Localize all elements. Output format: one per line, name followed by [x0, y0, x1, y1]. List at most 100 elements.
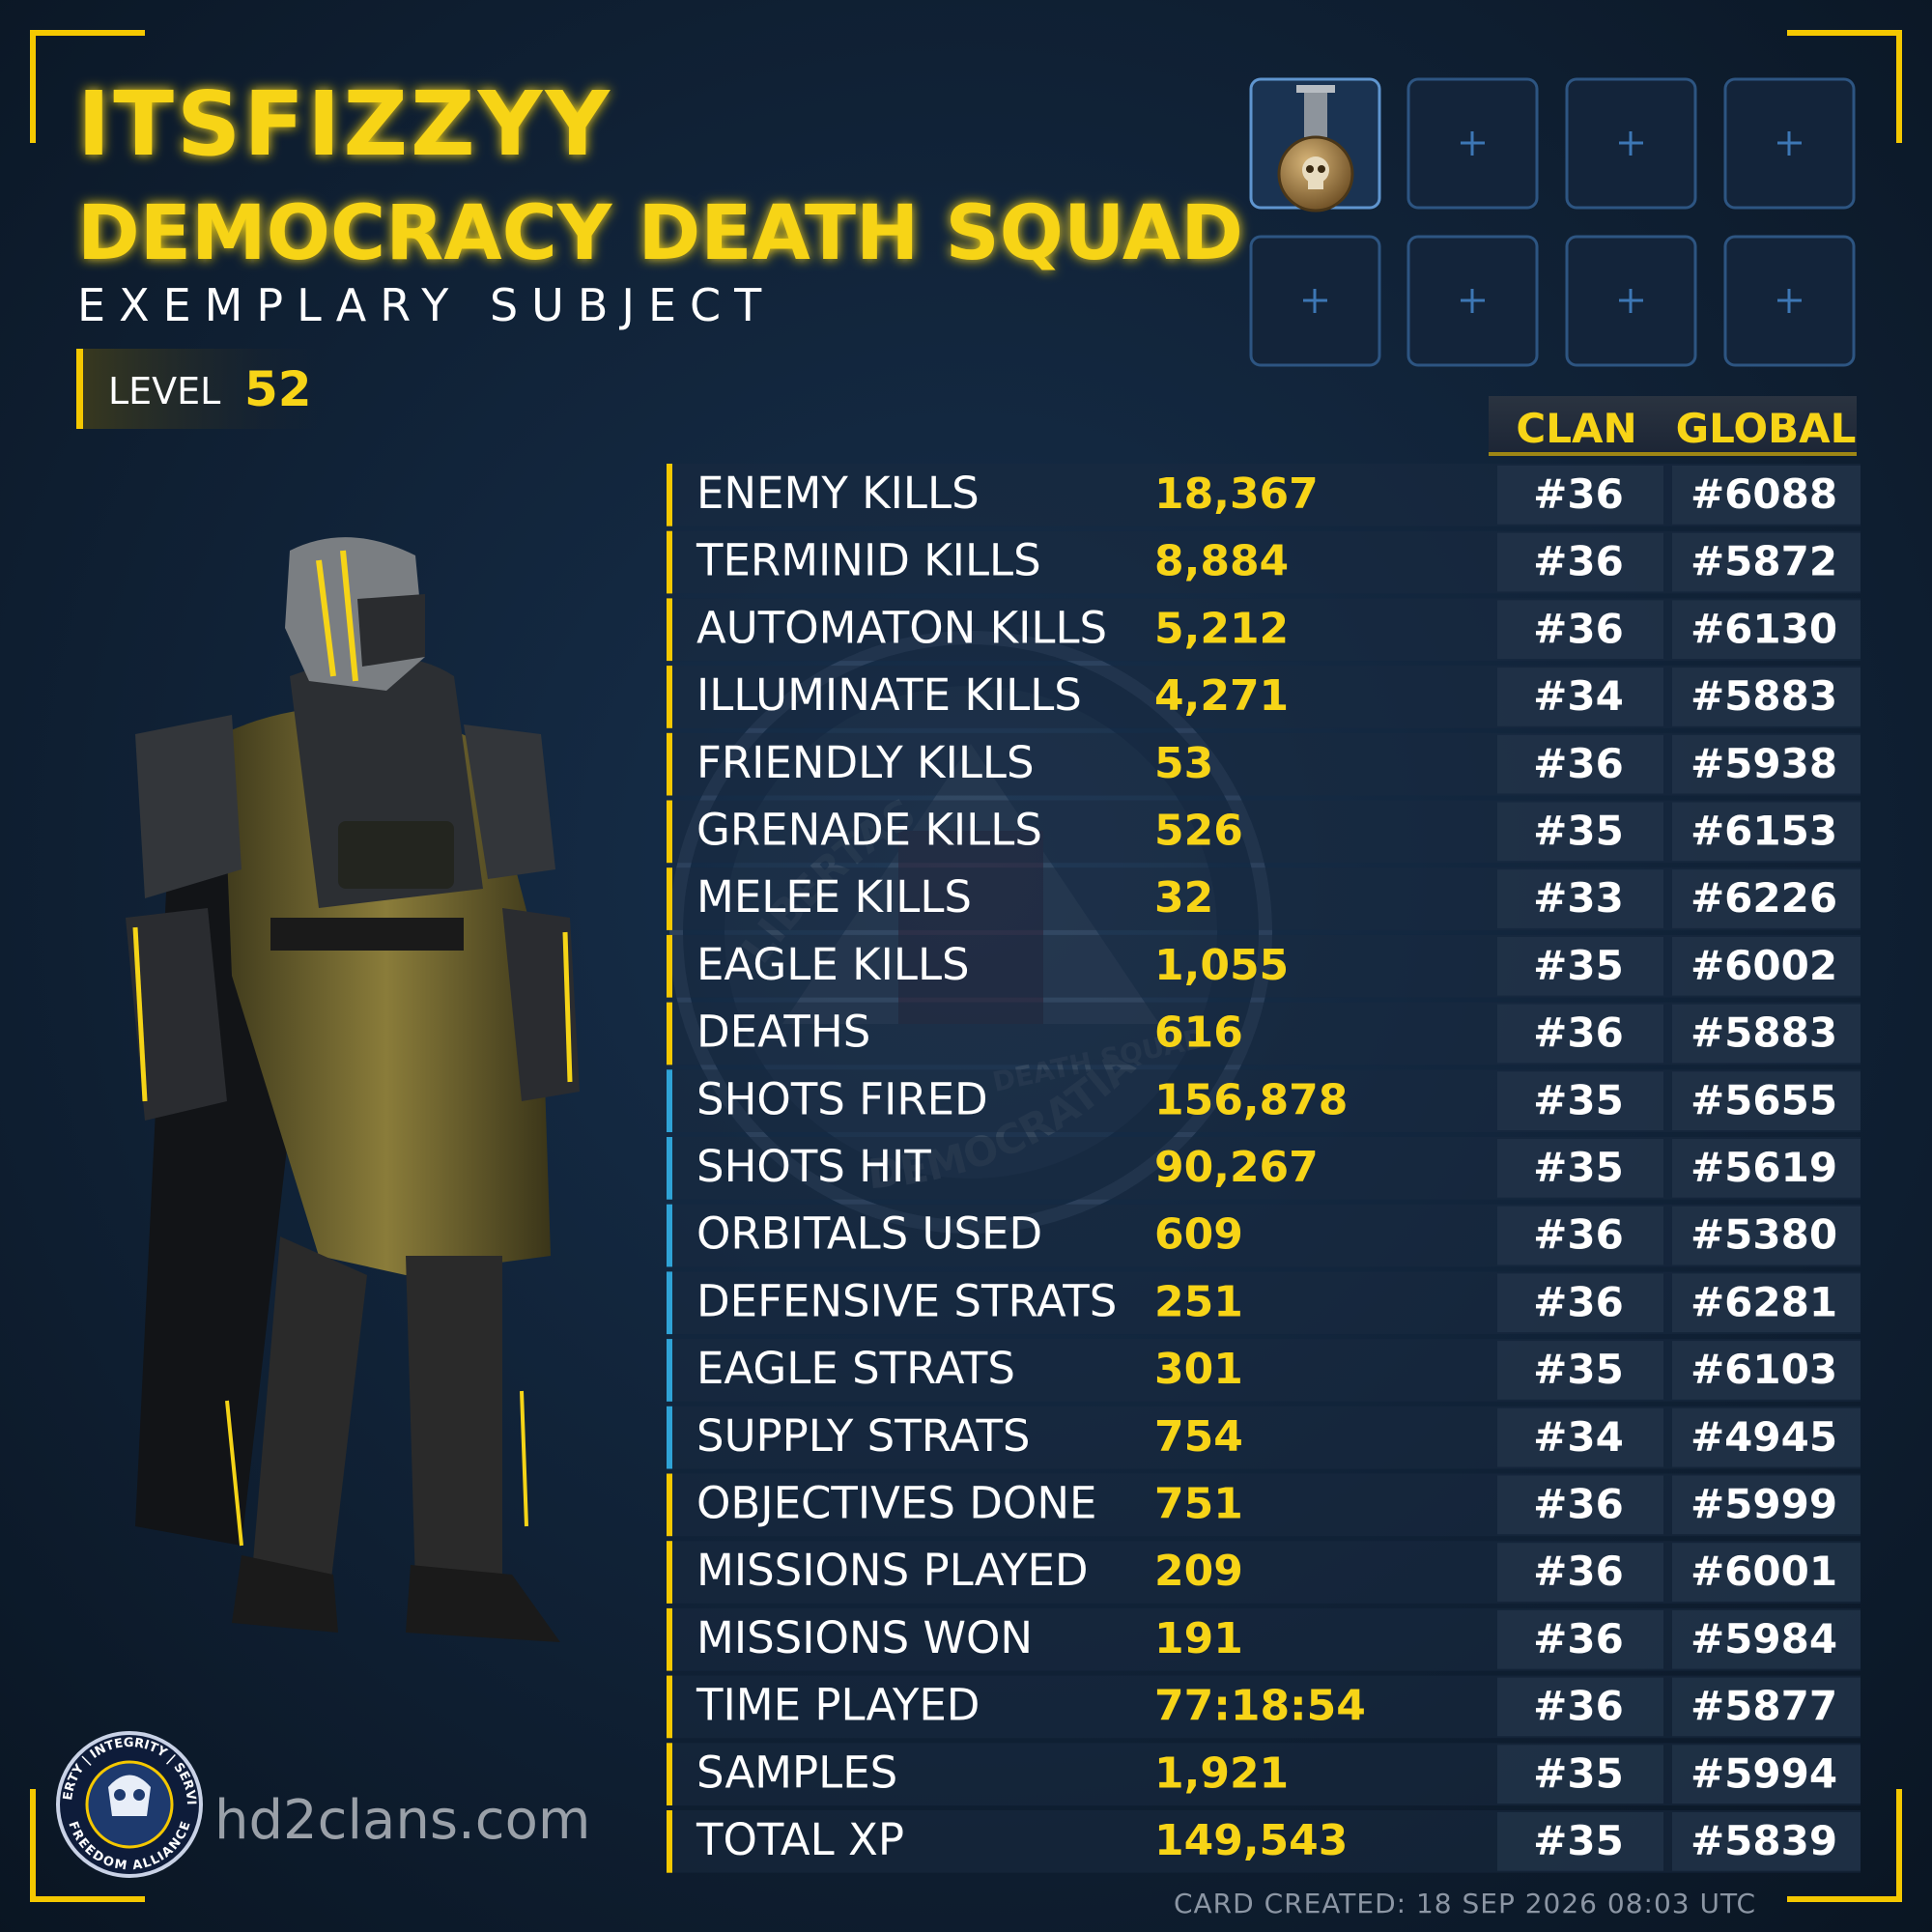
global-rank: #6088	[1690, 470, 1837, 518]
site-url: hd2clans.com	[214, 1789, 590, 1852]
clan-rank: #34	[1533, 1413, 1624, 1461]
row-accent	[667, 1473, 672, 1537]
row-accent	[667, 867, 672, 930]
stat-label: TOTAL XP	[696, 1814, 904, 1865]
global-rank: #5655	[1690, 1076, 1837, 1123]
global-rank: #6226	[1690, 874, 1837, 922]
rank-cell	[1497, 1677, 1663, 1737]
clan-rank: #36	[1533, 1615, 1624, 1662]
global-rank: #6130	[1690, 605, 1837, 652]
character-figure	[126, 537, 580, 1642]
rank-cell	[1497, 1071, 1663, 1130]
stat-label: TERMINID KILLS	[696, 535, 1041, 586]
row-accent	[667, 666, 672, 728]
clan-rank: #35	[1533, 1144, 1624, 1191]
clan-rank: #33	[1533, 874, 1624, 922]
clan-rank: #36	[1533, 1548, 1624, 1595]
stat-value: 301	[1154, 1345, 1243, 1394]
row-accent	[667, 732, 672, 796]
rank-cell	[1497, 869, 1663, 928]
rank-cell	[1497, 1745, 1663, 1804]
clan-rank: #34	[1533, 672, 1624, 720]
add-icon	[1461, 289, 1485, 313]
row-accent	[667, 1541, 672, 1604]
stat-value: 32	[1154, 873, 1213, 923]
stat-value: 156,878	[1154, 1075, 1348, 1124]
stat-value: 616	[1154, 1009, 1243, 1058]
stat-label: DEFENSIVE STRATS	[696, 1275, 1117, 1326]
stat-value: 609	[1154, 1210, 1243, 1260]
corner-brackets	[30, 30, 1902, 1902]
stat-value: 149,543	[1154, 1816, 1348, 1865]
row-accent	[667, 934, 672, 998]
rank-cell	[1497, 936, 1663, 996]
clan-rank: #35	[1533, 1346, 1624, 1393]
stat-value: 1,055	[1154, 941, 1289, 990]
table-header-line	[1489, 452, 1857, 456]
rank-cell	[1672, 1341, 1861, 1400]
stat-value: 4,271	[1154, 671, 1289, 721]
add-icon	[1461, 131, 1485, 156]
global-rank: #4945	[1690, 1413, 1837, 1461]
medal-icon	[1277, 85, 1354, 213]
global-rank: #6103	[1690, 1346, 1837, 1393]
row-accent	[667, 1069, 672, 1132]
row-accent	[667, 598, 672, 662]
clan-rank: #35	[1533, 808, 1624, 855]
clan-name: DEMOCRACY DEATH SQUAD	[77, 190, 1243, 277]
stat-value: 90,267	[1154, 1143, 1319, 1192]
rank-cell	[1672, 1407, 1861, 1467]
row-accent	[667, 1002, 672, 1065]
player-title: EXEMPLARY SUBJECT	[77, 279, 775, 331]
global-rank: #5984	[1690, 1615, 1837, 1662]
rank-cell	[1672, 1677, 1861, 1737]
global-rank: #5872	[1690, 538, 1837, 585]
stat-value: 5,212	[1154, 604, 1289, 653]
level-value: 52	[244, 361, 312, 417]
table-header-bg	[1489, 396, 1857, 456]
row-accent	[667, 1675, 672, 1739]
rank-cell	[1497, 1475, 1663, 1535]
rank-cell	[1497, 1609, 1663, 1669]
rank-cell	[1672, 600, 1861, 660]
rank-cell	[1497, 1543, 1663, 1602]
row-accent	[667, 530, 672, 594]
stat-label: GRENADE KILLS	[696, 805, 1042, 856]
stat-label: OBJECTIVES DONE	[696, 1478, 1096, 1529]
rank-cell	[1497, 466, 1663, 525]
column-header: CLAN	[1516, 405, 1636, 452]
stat-value: 754	[1154, 1412, 1243, 1462]
stat-value: 18,367	[1154, 469, 1319, 519]
stat-label: DEATHS	[696, 1007, 870, 1058]
stat-label: ORBITALS USED	[696, 1208, 1042, 1260]
stat-label: EAGLE KILLS	[696, 939, 970, 990]
stat-label: SAMPLES	[696, 1747, 897, 1798]
rank-cell	[1497, 532, 1663, 592]
global-rank: #5839	[1690, 1817, 1837, 1864]
clan-rank: #36	[1533, 470, 1624, 518]
global-rank: #5999	[1690, 1481, 1837, 1528]
stat-label: SHOTS HIT	[696, 1141, 931, 1192]
rank-cell	[1672, 1004, 1861, 1064]
level-box	[76, 349, 329, 429]
row-accent	[667, 1339, 672, 1402]
clan-rank: #36	[1533, 538, 1624, 585]
global-rank: #6281	[1690, 1278, 1837, 1325]
clan-rank: #36	[1533, 740, 1624, 787]
row-accent	[667, 800, 672, 864]
clan-rank: #36	[1533, 605, 1624, 652]
rank-cell	[1672, 1543, 1861, 1602]
rank-cell	[1672, 734, 1861, 794]
player-name: ITSFIZZYY	[77, 72, 612, 176]
row-accent	[667, 1406, 672, 1469]
stat-value: 191	[1154, 1614, 1243, 1663]
rank-cell	[1497, 1812, 1663, 1871]
clan-rank: #36	[1533, 1683, 1624, 1730]
rank-cell	[1672, 1812, 1861, 1871]
stat-label: AUTOMATON KILLS	[696, 602, 1107, 653]
rank-cell	[1672, 936, 1861, 996]
badge-slots	[1249, 77, 1856, 367]
stat-label: FRIENDLY KILLS	[696, 737, 1035, 788]
clan-rank: #36	[1533, 1278, 1624, 1325]
